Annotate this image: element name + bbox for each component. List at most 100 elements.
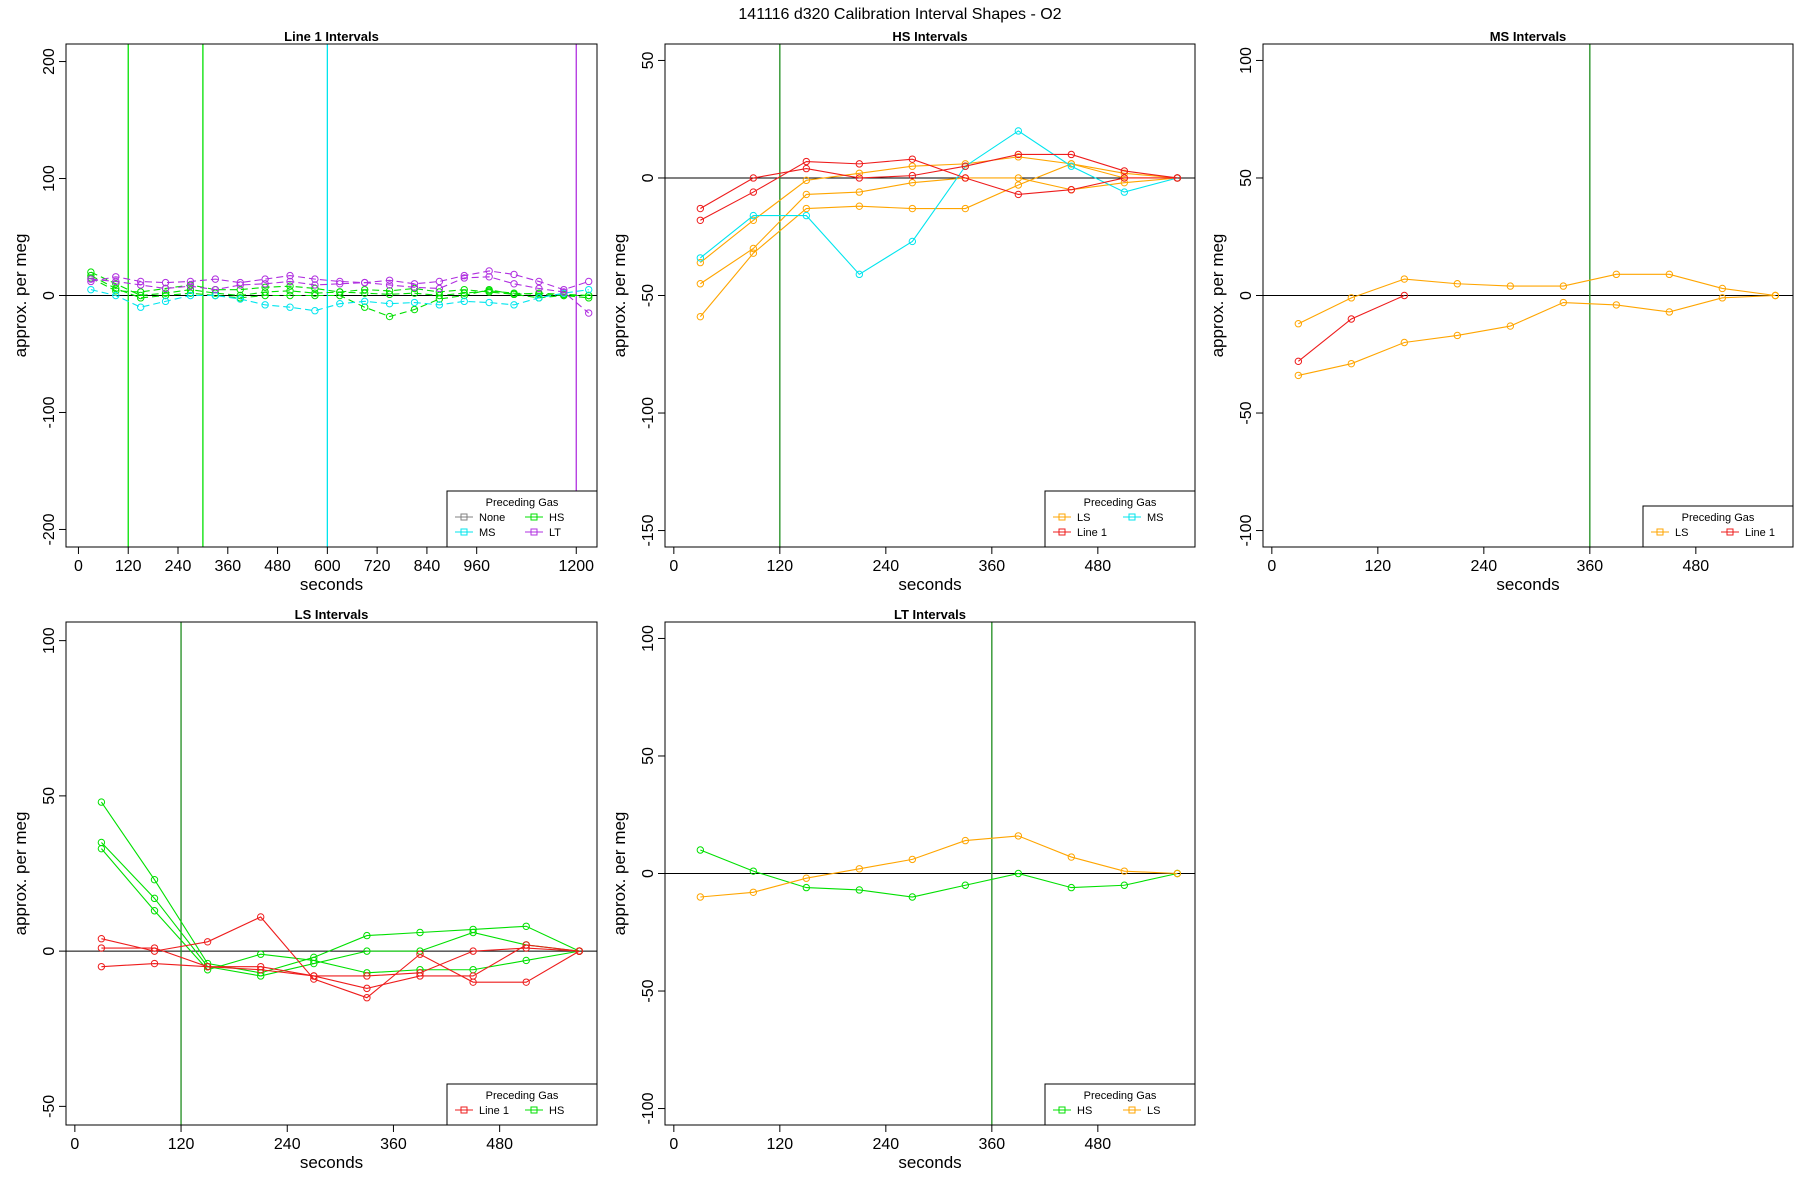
- data-point: [87, 268, 95, 276]
- legend: Preceding Gas LS MS Line 1: [1044, 490, 1196, 548]
- data-point: [749, 888, 758, 897]
- data-point: [336, 299, 344, 308]
- data-point: [749, 211, 758, 220]
- data-point: [1014, 174, 1023, 182]
- x-tick-label: 240: [165, 558, 192, 575]
- x-tick-label: 480: [1682, 558, 1709, 575]
- y-tick-label: -100: [41, 396, 58, 428]
- series-line: [700, 158, 1178, 221]
- series-line: [90, 276, 590, 314]
- data-point: [97, 798, 106, 806]
- y-axis-label: approx. per meg: [1208, 234, 1227, 358]
- legend-entry-label: HS: [549, 1105, 564, 1117]
- legend-title: Preceding Gas: [486, 1090, 559, 1102]
- data-point: [1453, 331, 1462, 340]
- data-point: [360, 278, 369, 287]
- data-point: [696, 258, 705, 267]
- data-point: [1347, 359, 1356, 368]
- x-tick-label: 360: [1576, 558, 1603, 575]
- data-point: [1014, 190, 1023, 199]
- data-point: [1120, 169, 1129, 177]
- data-point: [1067, 150, 1076, 159]
- y-axis-label: approx. per meg: [11, 812, 30, 936]
- data-point: [261, 283, 269, 292]
- data-point: [136, 291, 145, 300]
- data-point: [363, 947, 371, 955]
- data-point: [1506, 282, 1515, 290]
- x-tick-label: 240: [872, 558, 899, 575]
- data-point: [87, 285, 95, 294]
- y-tick-label: 50: [41, 787, 58, 805]
- data-point: [435, 284, 444, 293]
- data-point: [1014, 127, 1023, 135]
- legend-entry-label: LS: [1077, 512, 1090, 524]
- data-point: [485, 288, 493, 296]
- data-point: [522, 956, 530, 965]
- panel-title: MS Intervals: [1490, 29, 1567, 44]
- legend-entry-label: MS: [1147, 512, 1164, 524]
- x-tick-label: 0: [74, 558, 83, 575]
- data-point: [1612, 270, 1621, 279]
- series-line: [100, 848, 580, 974]
- panel-3: MS Intervals 0 120 240 360 480 -100 -50 0 50 100 se…: [1208, 29, 1794, 594]
- plot-area: [665, 622, 1195, 1125]
- legend-entry-label: LT: [549, 527, 561, 539]
- data-point: [1173, 869, 1182, 878]
- data-point: [161, 278, 170, 287]
- y-tick-label: 50: [640, 747, 657, 765]
- data-point: [236, 295, 244, 303]
- legend-title: Preceding Gas: [1084, 1090, 1157, 1102]
- legend-box: [1044, 490, 1196, 548]
- data-point: [311, 291, 319, 300]
- data-point: [310, 956, 318, 965]
- legend: Preceding Gas None HS MS LT: [446, 490, 598, 548]
- x-axis-label: seconds: [1496, 575, 1559, 594]
- x-tick-label: 120: [115, 558, 142, 575]
- legend-entry-label: HS: [1077, 1105, 1092, 1117]
- y-tick-label: 0: [640, 869, 657, 878]
- x-tick-label: 720: [364, 558, 391, 575]
- data-point: [161, 289, 170, 297]
- data-point: [855, 202, 864, 210]
- legend: Preceding Gas LS Line 1: [1642, 505, 1794, 548]
- data-point: [575, 947, 583, 955]
- y-tick-label: 0: [41, 291, 58, 300]
- data-point: [696, 893, 705, 901]
- x-tick-label: 480: [1084, 558, 1111, 575]
- panel-1: Line 1 Intervals 0 120 240 360 480 600 720 840 96…: [11, 29, 598, 594]
- data-point: [1294, 320, 1303, 328]
- data-point: [1120, 188, 1129, 196]
- legend-swatch-marker: [1128, 513, 1136, 521]
- data-point: [961, 174, 970, 182]
- data-point: [1612, 301, 1621, 309]
- x-tick-label: 120: [168, 1136, 195, 1153]
- data-point: [855, 188, 864, 196]
- data-point: [485, 298, 493, 307]
- data-point: [385, 287, 394, 295]
- data-point: [510, 280, 518, 288]
- data-point: [416, 928, 424, 937]
- data-point: [150, 944, 159, 952]
- data-point: [261, 301, 269, 309]
- data-point: [855, 865, 864, 873]
- data-point: [1559, 298, 1568, 307]
- data-point: [97, 962, 106, 971]
- data-point: [696, 846, 705, 854]
- data-point: [360, 303, 369, 311]
- plot-frame: [65, 621, 598, 1126]
- data-point: [802, 211, 811, 220]
- data-point: [150, 959, 159, 968]
- y-tick-label: 100: [640, 625, 657, 652]
- x-tick-label: 360: [380, 1136, 407, 1153]
- data-point: [749, 249, 758, 257]
- legend-swatch-marker: [460, 528, 468, 536]
- data-point: [261, 291, 269, 300]
- data-point: [257, 966, 265, 974]
- x-tick-label: 360: [978, 558, 1005, 575]
- data-point: [961, 836, 970, 845]
- data-point: [1067, 853, 1076, 861]
- y-tick-label: 100: [41, 627, 58, 654]
- data-point: [87, 277, 95, 286]
- y-tick-label: -50: [1238, 401, 1255, 424]
- data-point: [416, 950, 424, 958]
